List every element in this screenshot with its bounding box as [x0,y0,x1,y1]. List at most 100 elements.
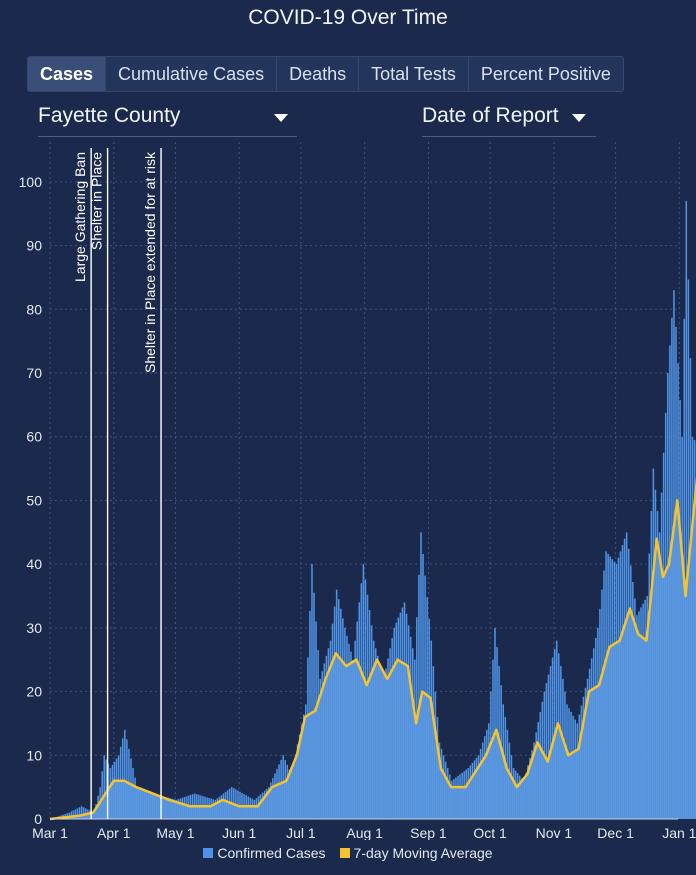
x-tick-label: Nov 1 [536,825,573,840]
y-tick-label: 100 [19,174,43,190]
case-bar [286,764,289,819]
case-bar [368,610,371,819]
case-bar [101,771,103,819]
case-bar [467,768,470,819]
case-bar [389,648,391,819]
case-bar [430,640,433,819]
case-bar [253,799,256,819]
case-bar [218,796,221,819]
case-bar [512,768,515,819]
case-bar [307,657,309,819]
case-bar [541,701,544,819]
county-select[interactable]: Fayette County [38,98,297,137]
case-bar [525,773,527,819]
case-bar [292,764,295,819]
case-bar [570,711,572,819]
tab-cumulative-cases[interactable]: Cumulative Cases [105,57,276,91]
case-bar [333,606,336,819]
case-bar [623,538,626,819]
tab-total-tests[interactable]: Total Tests [358,57,468,91]
case-bar [263,790,266,819]
y-tick-label: 40 [26,556,42,572]
case-bar [70,811,73,819]
case-bar [477,755,480,819]
case-bar [654,489,657,819]
case-bar [335,589,338,819]
case-bar [539,711,542,819]
case-bar [481,742,484,819]
case-bar [72,810,75,819]
case-bar [146,791,149,819]
case-bar [379,663,381,819]
x-tick-label: Sep 1 [410,825,447,840]
cases-chart: 0 10 20 30 40 50 60 70 80 90 100 Mar 1 Apr 1 May 1 Jun… [19,142,696,840]
case-bar [566,704,568,819]
case-bar [629,565,632,819]
case-bar [156,794,159,819]
case-bar [329,640,332,819]
case-bar [475,757,478,819]
case-bar [407,625,410,819]
case-bar [611,559,614,819]
case-bar [325,655,328,819]
case-bar [636,615,638,819]
case-bar [574,719,576,819]
case-bar [605,551,607,819]
case-bar [459,774,461,819]
case-bar [693,439,696,819]
annotation-label: Shelter in Place extended for at risk [142,151,158,373]
case-bar [586,678,589,819]
case-bar [76,808,79,819]
case-bar [434,691,437,819]
y-tick-label: 80 [26,301,42,317]
case-bar [588,668,591,819]
case-bar [105,759,108,819]
case-bar [652,468,655,819]
case-bar [255,798,258,819]
case-bar [224,791,227,819]
tab-cases[interactable]: Cases [28,57,106,91]
case-bar [436,717,439,819]
case-bar [442,755,445,819]
case-bar [140,788,143,819]
case-bar [80,806,83,819]
case-bar [432,666,435,819]
case-bar [134,777,136,819]
caret-down-icon [572,114,586,122]
case-bar [374,648,377,819]
case-bar [669,345,671,819]
case-bar [257,796,260,819]
case-bar [91,811,93,819]
case-bar [547,674,550,819]
case-bar [660,492,663,819]
case-bar [167,797,169,819]
x-tick-label: Oct 1 [473,825,507,840]
case-bar [290,774,293,819]
case-bar [646,596,648,819]
case-bar [171,798,173,819]
tab-deaths[interactable]: Deaths [276,57,358,91]
case-bar [523,780,525,819]
case-bar [469,765,472,819]
tab-percent-positive[interactable]: Percent Positive [467,57,623,91]
date-type-select[interactable]: Date of Report [422,98,596,137]
case-bar [387,658,389,819]
case-bar [508,742,511,819]
legend-swatch-moving-average [339,848,350,858]
legend-label-moving-average: 7-day Moving Average [353,845,493,861]
case-bar [144,790,147,819]
case-bar [109,768,112,819]
case-bar [169,798,171,819]
x-tick-label: Jun 1 [222,825,256,840]
case-bar [601,589,603,819]
moving-average-line [49,476,696,821]
case-bar [595,638,597,819]
legend-item-confirmed[interactable]: Confirmed Cases [203,845,326,861]
case-bar [603,570,605,819]
case-bar [578,714,581,819]
case-bar [675,326,677,819]
case-bar [422,553,424,819]
case-bar [356,621,358,819]
legend-item-moving-average[interactable]: 7-day Moving Average [339,845,493,861]
case-bar [247,796,249,819]
